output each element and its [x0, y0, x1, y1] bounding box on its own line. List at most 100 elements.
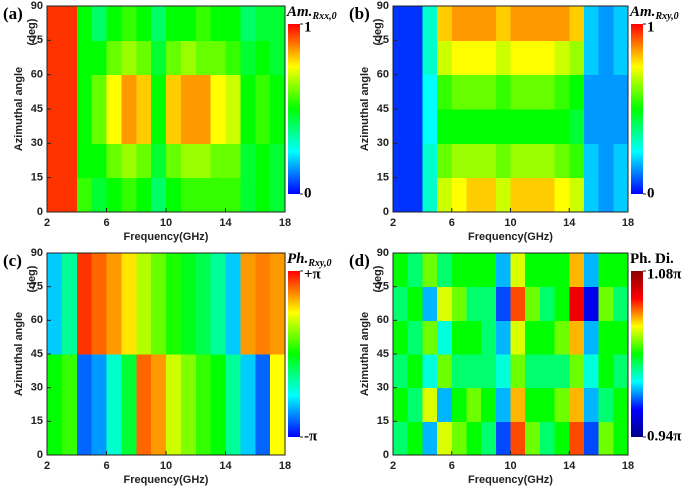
heat-cell	[61, 421, 78, 456]
heat-cell	[598, 387, 614, 422]
colorbar-title-main: Ph. Di.	[630, 251, 674, 267]
heat-cell	[225, 354, 241, 389]
heat-cell	[554, 109, 570, 144]
heat-cell	[166, 74, 182, 110]
heat-cell	[166, 387, 182, 422]
heat-cell	[495, 320, 511, 355]
heat-cell	[437, 320, 453, 355]
x-tick-label: 10	[160, 460, 172, 472]
heat-cell	[106, 354, 122, 389]
heat-cell	[151, 421, 167, 456]
y-axis-label: Azimuthal angle	[13, 67, 25, 151]
heat-cell	[240, 286, 256, 321]
heat-cell	[525, 253, 541, 288]
heat-cell	[495, 143, 511, 179]
heat-cell	[136, 40, 152, 76]
heat-cell	[613, 6, 629, 41]
heat-cell	[106, 177, 122, 213]
panel-label: (c)	[3, 251, 22, 270]
heat-cell	[61, 74, 78, 110]
heat-cell	[210, 387, 226, 422]
heat-cell	[613, 74, 629, 110]
heat-cell	[61, 6, 78, 41]
y-axis-unit: (deg)	[372, 265, 384, 292]
heat-cell	[91, 387, 107, 422]
heat-cell	[583, 177, 600, 213]
heat-cell	[466, 74, 482, 110]
heat-cell	[466, 387, 482, 422]
heat-cell	[495, 74, 511, 110]
y-tick-label: 30	[377, 382, 389, 394]
heat-cell	[613, 286, 629, 321]
colorbar-title: Am.Rxy,0	[629, 4, 679, 22]
heat-cell	[61, 286, 78, 321]
heat-cell	[598, 421, 614, 456]
colorbar-title-sub: Rxy,0	[307, 258, 331, 269]
y-axis-label: Azimuthal angle	[359, 312, 371, 396]
heat-cell	[481, 387, 497, 422]
x-tick-label: 18	[279, 217, 291, 229]
heat-cell	[554, 286, 570, 321]
x-tick-label: 2	[44, 217, 50, 229]
heat-cell	[225, 40, 241, 76]
heat-cell	[121, 387, 137, 422]
heat-cell	[61, 143, 78, 179]
heat-cell	[240, 387, 256, 422]
heat-cell	[47, 354, 63, 389]
heat-cell	[91, 143, 107, 179]
heat-cell	[151, 74, 167, 110]
colorbar-title: Ph.Rxy,0	[287, 251, 332, 269]
heat-cell	[106, 109, 122, 144]
heat-cell	[255, 177, 271, 213]
heat-cell	[613, 177, 629, 213]
heat-cell	[270, 74, 286, 110]
heat-cell	[255, 143, 271, 179]
heat-cell	[210, 286, 226, 321]
heat-cell	[481, 320, 497, 355]
heat-cell	[136, 354, 152, 389]
y-tick-label: 45	[31, 103, 43, 115]
heat-cell	[47, 6, 63, 41]
heat-cell	[393, 253, 409, 288]
heat-cell	[136, 320, 152, 355]
heat-cell	[240, 40, 256, 76]
heat-cell	[554, 177, 570, 213]
colorbar-title: Ph. Di.	[630, 251, 674, 267]
heat-cell	[451, 177, 467, 213]
heat-cell	[451, 421, 467, 456]
y-tick-label: 0	[37, 206, 43, 218]
heat-cell	[121, 109, 137, 144]
heat-cell	[151, 143, 167, 179]
x-tick-label: 6	[449, 217, 455, 229]
heat-cell	[270, 6, 286, 41]
heat-cell	[613, 253, 629, 288]
heat-cell	[393, 109, 409, 144]
heat-cell	[270, 253, 286, 288]
colorbar-title-main: Am.	[286, 4, 312, 20]
heat-cell	[121, 40, 137, 76]
heat-cell	[121, 253, 137, 288]
heat-cell	[255, 109, 271, 144]
y-tick-label: 0	[383, 206, 389, 218]
y-tick-label: 90	[377, 247, 389, 259]
heat-cell	[151, 40, 167, 76]
heat-cell	[407, 143, 423, 179]
colorbar	[631, 271, 643, 437]
heat-cell	[451, 143, 467, 179]
heat-cell	[121, 143, 137, 179]
heat-cell	[166, 177, 182, 213]
heat-cell	[437, 6, 453, 41]
heat-cell	[210, 40, 226, 76]
heat-cell	[210, 143, 226, 179]
heat-cell	[451, 109, 467, 144]
heat-cell	[61, 177, 78, 213]
colorbar-title: Am.Rxx,0	[286, 4, 337, 22]
heat-cell	[583, 421, 600, 456]
heat-cell	[91, 354, 107, 389]
heat-cell	[47, 253, 63, 288]
heat-cell	[525, 320, 541, 355]
heat-cell	[180, 320, 197, 355]
heat-cell	[437, 109, 453, 144]
heat-cell	[76, 6, 93, 41]
heat-cell	[539, 6, 556, 41]
